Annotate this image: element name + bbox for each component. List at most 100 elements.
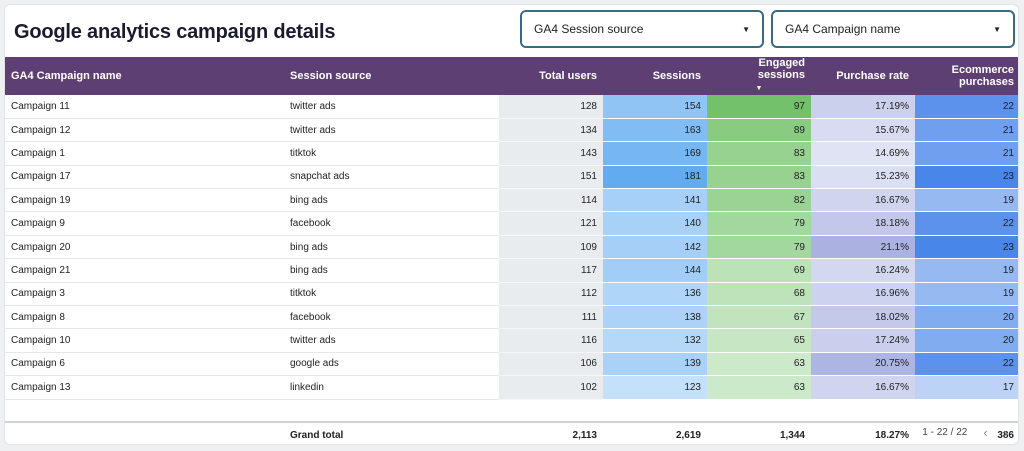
table-row[interactable]: Campaign 8 facebook 111 138 67 18.02% 20: [5, 305, 1018, 330]
cell-purchase-rate: 21.1%: [811, 235, 915, 260]
col-header-sessions[interactable]: Sessions: [603, 57, 707, 95]
total-engaged-sessions: 1,344: [707, 422, 811, 444]
cell-source: twitter ads: [284, 328, 499, 353]
divider-cell: [5, 399, 284, 424]
cell-purchase-rate: 15.23%: [811, 165, 915, 190]
cell-sessions: 139: [603, 352, 707, 377]
cell-campaign: Campaign 9: [5, 211, 284, 236]
col-header-engaged-sessions[interactable]: Engaged sessions ▼: [707, 57, 811, 95]
col-header-source[interactable]: Session source: [284, 57, 499, 95]
col-header-purchase-rate[interactable]: Purchase rate: [811, 57, 915, 95]
cell-total-users: 114: [499, 188, 603, 213]
col-header-engaged-label: Engaged sessions: [757, 57, 805, 81]
chevron-left-icon[interactable]: ‹: [983, 425, 988, 440]
total-label: Grand total: [284, 422, 499, 444]
cell-source: linkedin: [284, 375, 499, 400]
cell-source: titktok: [284, 141, 499, 166]
table-row[interactable]: Campaign 21 bing ads 117 144 69 16.24% 19: [5, 258, 1018, 283]
table-row[interactable]: Campaign 12 twitter ads 134 163 89 15.67% 21: [5, 118, 1018, 143]
cell-source: bing ads: [284, 188, 499, 213]
cell-ecommerce: 20: [915, 328, 1018, 353]
cell-campaign: Campaign 17: [5, 165, 284, 190]
cell-purchase-rate: 16.67%: [811, 188, 915, 213]
cell-total-users: 102: [499, 375, 603, 400]
cell-engaged-sessions: 79: [707, 235, 811, 260]
cell-ecommerce: 19: [915, 188, 1018, 213]
cell-ecommerce: 23: [915, 235, 1018, 260]
total-ecommerce: 386: [915, 422, 1018, 444]
cell-purchase-rate: 18.18%: [811, 211, 915, 236]
cell-sessions: 132: [603, 328, 707, 353]
cell-purchase-rate: 16.24%: [811, 258, 915, 283]
cell-sessions: 154: [603, 95, 707, 119]
divider-cell: [707, 399, 811, 424]
table-row[interactable]: Campaign 3 titktok 112 136 68 16.96% 19: [5, 282, 1018, 307]
table-row[interactable]: Campaign 17 snapchat ads 151 181 83 15.23% 23: [5, 165, 1018, 190]
cell-source: titktok: [284, 282, 499, 307]
divider-cell: [284, 399, 499, 424]
cell-total-users: 121: [499, 211, 603, 236]
campaign-name-filter[interactable]: GA4 Campaign name ▼: [771, 10, 1015, 48]
cell-ecommerce: 19: [915, 258, 1018, 283]
cell-sessions: 140: [603, 211, 707, 236]
cell-campaign: Campaign 19: [5, 188, 284, 213]
cell-campaign: Campaign 3: [5, 282, 284, 307]
divider-cell: [811, 399, 915, 424]
cell-purchase-rate: 20.75%: [811, 352, 915, 377]
col-header-total-users[interactable]: Total users: [499, 57, 603, 95]
col-header-campaign[interactable]: GA4 Campaign name: [5, 57, 284, 95]
cell-total-users: 128: [499, 95, 603, 119]
cell-campaign: Campaign 21: [5, 258, 284, 283]
table-header-row: GA4 Campaign name Session source Total u…: [5, 57, 1018, 95]
table-row[interactable]: Campaign 10 twitter ads 116 132 65 17.24% 20: [5, 328, 1018, 353]
cell-source: google ads: [284, 352, 499, 377]
cell-campaign: Campaign 12: [5, 118, 284, 143]
cell-ecommerce: 20: [915, 305, 1018, 330]
cell-campaign: Campaign 20: [5, 235, 284, 260]
cell-engaged-sessions: 63: [707, 352, 811, 377]
caret-down-icon: ▼: [993, 24, 1001, 34]
table-divider: [5, 399, 1018, 424]
cell-total-users: 134: [499, 118, 603, 143]
cell-ecommerce: 19: [915, 282, 1018, 307]
caret-down-icon: ▼: [742, 24, 750, 34]
total-purchase-rate: 18.27%: [811, 422, 915, 444]
grand-total-row: Grand total 2,113 2,619 1,344 18.27% 386: [5, 422, 1018, 444]
cell-campaign: Campaign 11: [5, 95, 284, 119]
table-row[interactable]: Campaign 13 linkedin 102 123 63 16.67% 17: [5, 375, 1018, 400]
sort-desc-icon: ▼: [755, 85, 763, 92]
cell-ecommerce: 17: [915, 375, 1018, 400]
cell-total-users: 112: [499, 282, 603, 307]
cell-total-users: 117: [499, 258, 603, 283]
cell-ecommerce: 22: [915, 95, 1018, 119]
table-row[interactable]: Campaign 6 google ads 106 139 63 20.75% 22: [5, 352, 1018, 377]
cell-engaged-sessions: 97: [707, 95, 811, 119]
cell-sessions: 163: [603, 118, 707, 143]
session-source-filter[interactable]: GA4 Session source ▼: [520, 10, 764, 48]
campaign-table: GA4 Campaign name Session source Total u…: [5, 57, 1018, 444]
pagination-range: 1 - 22 / 22: [922, 427, 968, 438]
cell-engaged-sessions: 67: [707, 305, 811, 330]
cell-source: twitter ads: [284, 118, 499, 143]
cell-campaign: Campaign 1: [5, 141, 284, 166]
cell-total-users: 143: [499, 141, 603, 166]
cell-total-users: 151: [499, 165, 603, 190]
table-row[interactable]: Campaign 11 twitter ads 128 154 97 17.19% 22: [5, 95, 1018, 119]
cell-sessions: 138: [603, 305, 707, 330]
cell-total-users: 109: [499, 235, 603, 260]
table-row[interactable]: Campaign 1 titktok 143 169 83 14.69% 21: [5, 141, 1018, 166]
cell-total-users: 116: [499, 328, 603, 353]
table-row[interactable]: Campaign 19 bing ads 114 141 82 16.67% 19: [5, 188, 1018, 213]
cell-total-users: 106: [499, 352, 603, 377]
table-body: Campaign 11 twitter ads 128 154 97 17.19% 22 Ca…: [5, 95, 1018, 444]
cell-engaged-sessions: 82: [707, 188, 811, 213]
table-row[interactable]: Campaign 9 facebook 121 140 79 18.18% 22: [5, 211, 1018, 236]
cell-ecommerce: 21: [915, 141, 1018, 166]
chevron-right-icon[interactable]: ›: [1003, 425, 1008, 440]
cell-sessions: 144: [603, 258, 707, 283]
cell-purchase-rate: 17.24%: [811, 328, 915, 353]
cell-sessions: 141: [603, 188, 707, 213]
cell-engaged-sessions: 83: [707, 141, 811, 166]
table-row[interactable]: Campaign 20 bing ads 109 142 79 21.1% 23: [5, 235, 1018, 260]
col-header-ecommerce[interactable]: Ecommerce purchases: [915, 57, 1018, 95]
